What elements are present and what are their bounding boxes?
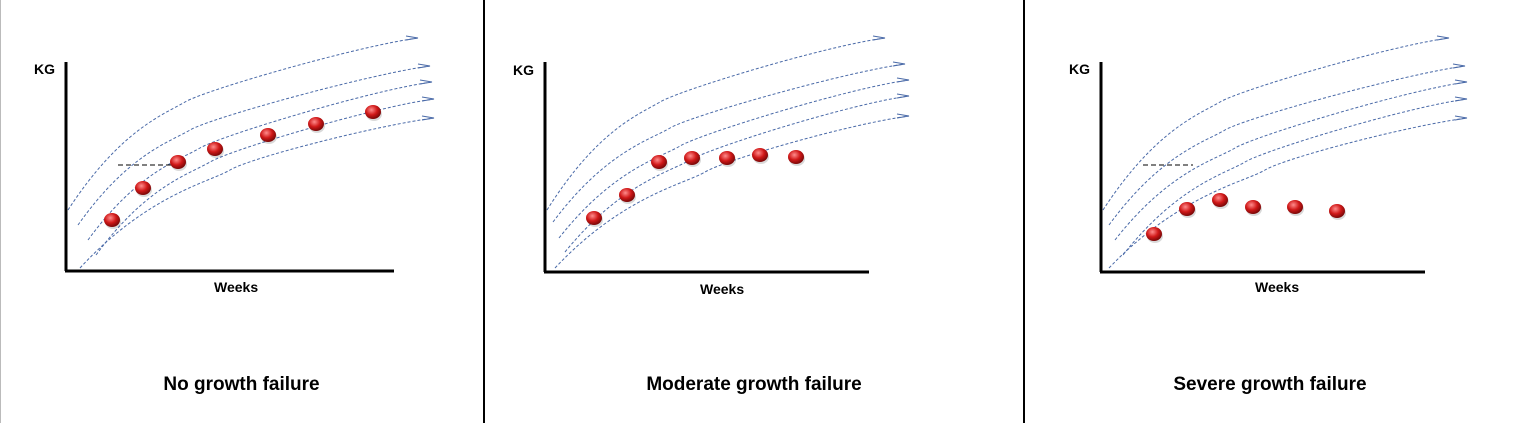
reference-curve: [564, 95, 910, 253]
panel-caption: Severe growth failure: [1173, 374, 1367, 395]
reference-curve: [546, 37, 886, 211]
panel-divider: [1023, 0, 1025, 423]
weight-point: [170, 155, 186, 169]
curve-arrow-icon: [1454, 79, 1468, 85]
reference-curve: [95, 98, 435, 256]
curve-arrow-icon: [1436, 35, 1450, 41]
panel-caption: Moderate growth failure: [646, 374, 862, 395]
weight-point: [207, 142, 223, 156]
weight-point: [260, 128, 276, 142]
curve-arrow-icon: [405, 35, 419, 41]
reference-curve: [67, 37, 419, 211]
curve-arrow-icon: [421, 115, 435, 121]
reference-curve: [1108, 117, 1468, 269]
weight-point: [586, 211, 602, 225]
weight-point: [1329, 204, 1345, 218]
curve-arrow-icon: [419, 79, 433, 85]
weight-point: [365, 105, 381, 119]
curve-arrow-icon: [1452, 63, 1466, 69]
growth-chart: [543, 35, 910, 274]
curve-arrow-icon: [896, 77, 910, 83]
panel-severe-growth-failure: KG Weeks Severe growth failure: [1025, 0, 1515, 423]
panel-no-growth-failure: KG Weeks No growth failure: [0, 0, 483, 423]
weight-point: [135, 181, 151, 195]
x-axis-label: Weeks: [214, 279, 259, 295]
curve-arrow-icon: [872, 35, 886, 41]
weight-point: [788, 150, 804, 164]
reference-curve: [552, 63, 906, 223]
growth-chart: [1099, 35, 1468, 274]
weight-point: [1212, 193, 1228, 207]
panel-caption: No growth failure: [163, 374, 320, 395]
y-axis-label: KG: [513, 62, 534, 78]
reference-curve: [1102, 37, 1450, 211]
weight-point: [1245, 200, 1261, 214]
weight-point: [719, 151, 735, 165]
weight-point: [308, 117, 324, 131]
weight-point: [1287, 200, 1303, 214]
weight-point: [1146, 227, 1162, 241]
curve-arrow-icon: [896, 113, 910, 119]
reference-curve: [87, 81, 433, 241]
x-axis-label: Weeks: [1255, 279, 1300, 295]
curve-arrow-icon: [421, 96, 435, 102]
panel-moderate-growth-failure: KG Weeks Moderate growth failure: [485, 0, 1023, 423]
weight-point: [684, 151, 700, 165]
weight-point: [651, 155, 667, 169]
curve-arrow-icon: [896, 93, 910, 99]
reference-curve: [1122, 98, 1468, 256]
weight-point: [752, 148, 768, 162]
panel-divider: [483, 0, 485, 423]
reference-curve: [558, 79, 910, 239]
reference-curve: [554, 115, 910, 269]
curve-arrow-icon: [1454, 96, 1468, 102]
curve-arrow-icon: [892, 61, 906, 67]
curve-arrow-icon: [1454, 115, 1468, 121]
weight-point: [1179, 202, 1195, 216]
weight-point: [104, 213, 120, 227]
reference-curve: [77, 65, 431, 226]
curve-arrow-icon: [417, 63, 431, 69]
growth-chart: [64, 35, 435, 273]
y-axis-label: KG: [1069, 61, 1090, 77]
y-axis-label: KG: [34, 61, 55, 77]
left-edge-line: [0, 0, 1, 423]
weight-point: [619, 188, 635, 202]
reference-curve: [79, 117, 435, 269]
reference-curve: [1114, 81, 1468, 241]
x-axis-label: Weeks: [700, 281, 745, 297]
